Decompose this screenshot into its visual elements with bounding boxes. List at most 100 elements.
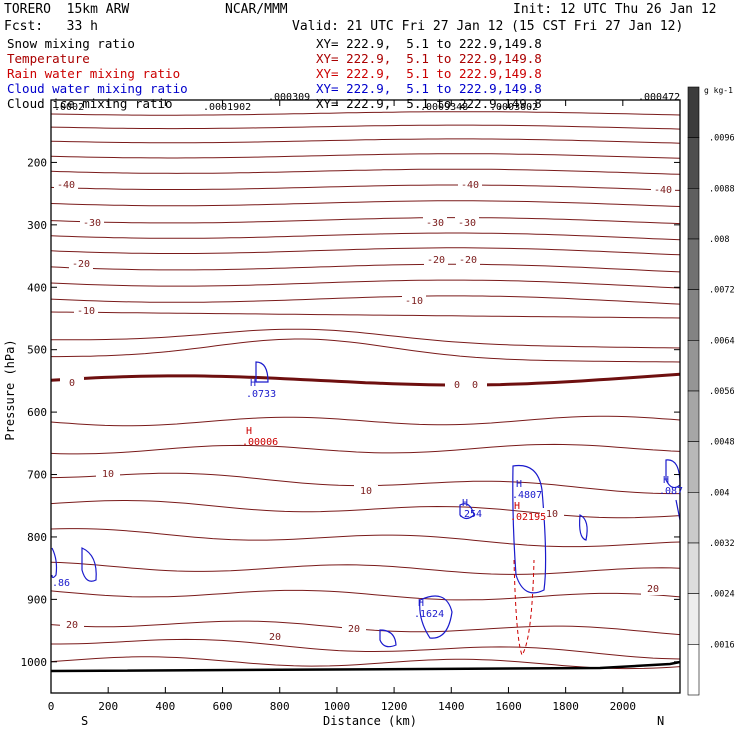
temperature-contour [50,153,681,159]
maximum-marker: H [516,479,522,490]
maximum-value: .02195 [510,512,546,523]
left-endpoint-label: S [81,714,88,728]
temperature-contour [50,124,681,130]
temperature-label-bg [402,295,426,307]
temperature-label: 20 [647,584,659,595]
colorbar-label: .0064 [709,336,735,346]
x-tick-label: 2000 [610,700,637,713]
temperature-label: 10 [360,486,372,497]
y-tick-label: 500 [27,344,47,357]
legend-xy-range: XY= 222.9, 5.1 to 222.9,149.8 [316,36,542,51]
temperature-label: -40 [57,180,75,191]
x-tick-label: 1800 [552,700,579,713]
x-axis-label: Distance (km) [323,714,417,728]
colorbar-segment [687,137,700,189]
temperature-contour [50,443,681,455]
legend-name: Cloud water mixing ratio [7,81,188,96]
colorbar-segment [687,492,700,544]
temperature-label: 20 [348,624,360,635]
legend-xy-range: XY= 222.9, 5.1 to 222.9,149.8 [316,96,542,111]
colorbar-unit: g kg-1 [704,86,733,95]
init-time: Init: 12 UTC Thu 26 Jan 12 [513,2,717,17]
colorbar-label: .0024 [709,590,735,600]
temperature-contour [50,184,681,191]
temperature-label: 20 [269,632,281,643]
temperature-contour [50,200,681,207]
ground-surface [50,660,681,673]
temperature-label: -30 [83,218,101,229]
y-axis-label: Pressure (hPa) [3,339,17,440]
contour-lines [50,111,681,673]
temperature-label-bg [423,217,447,229]
temperature-label: 10 [546,509,558,520]
cloud-water-contour [255,361,269,383]
colorbar-label: .0048 [709,438,735,448]
maximum-marker: H [514,501,520,512]
y-tick-label: 1000 [21,656,48,669]
axes: 0 200 400 600 800 1000 1200 1400 1600 1800 2000200… [21,100,680,713]
model-title: TORERO 15km ARW [4,2,130,17]
temperature-contour [51,338,681,363]
legend-name: Snow mixing ratio [7,36,135,51]
temperature-contour [50,528,681,548]
temperature-label: -30 [426,218,444,229]
y-tick-label: 800 [27,531,47,544]
colorbar-segment [687,390,700,442]
colorbar: .0096 .0088 .008 .0072 .0064 .0056 .0048 .004 .0… [687,86,735,696]
colorbar-label: .0016 [709,640,735,650]
maximum-marker: H [462,498,468,509]
temperature-label: -30 [458,218,476,229]
colorbar-segment [687,542,700,594]
temperature-label-bg [60,377,84,389]
temperature-label-bg [458,179,482,191]
maximum-value: .087 [659,486,683,497]
x-tick-label: 1400 [438,700,465,713]
temperature-label-bg [60,619,84,631]
temperature-contour [50,561,681,575]
temperature-label-bg [342,623,366,635]
maximum-marker: H [418,598,424,609]
temperature-label-bg [455,217,479,229]
temperature-contour [50,217,681,225]
legend-name: Temperature [7,51,90,66]
top-maximum-label: .000472 [638,92,680,103]
y-tick-label: 900 [27,593,47,606]
legend-name: Cloud ice mixing ratio [7,96,173,111]
temperature-label: 0 [69,378,75,389]
y-tick-label: 700 [27,469,47,482]
colorbar-label: .0096 [709,134,735,144]
x-tick-label: 800 [270,700,290,713]
temperature-label-bg [424,254,448,266]
legend-xy-range: XY= 222.9, 5.1 to 222.9,149.8 [316,81,542,96]
cloud-water-contour [81,547,97,582]
top-maximum-label: .0001902 [203,102,251,113]
temperature-label: -10 [405,296,423,307]
colorbar-segment [687,188,700,240]
temperature-label-bg [96,468,120,480]
top-maximum-label: .000309 [268,92,310,103]
x-tick-label: 1600 [495,700,522,713]
cloud-water-contour [51,547,58,579]
rain-water-contour [513,559,535,657]
maximum-value: .0733 [246,389,276,400]
temperature-contour [50,499,681,519]
colorbar-segment [687,644,700,696]
cloud-water-contour [512,464,547,594]
temperature-contour [50,168,681,175]
temperature-label-bg [651,184,675,196]
cloud-water-contour [579,514,588,541]
temperature-label-bg [263,631,287,643]
temperature-contour [50,263,681,273]
colorbar-label: .0032 [709,539,735,549]
temperature-contour [51,638,681,660]
temperature-label: 20 [66,620,78,631]
temperature-label: -20 [427,255,445,266]
contour-labels: -40 -40 -40 -30 -30 -30 -20 -20 -20 -10 -10 0 0 0 10 10… [52,92,683,643]
temperature-contour [50,295,681,305]
maximum-value: .4807 [512,490,542,501]
cloud-water-contour [675,499,681,521]
cloud-water-contour [459,503,475,520]
temperature-label: -40 [654,185,672,196]
maximum-marker: H [246,426,252,437]
top-maximum-label: .0003602 [490,102,538,113]
